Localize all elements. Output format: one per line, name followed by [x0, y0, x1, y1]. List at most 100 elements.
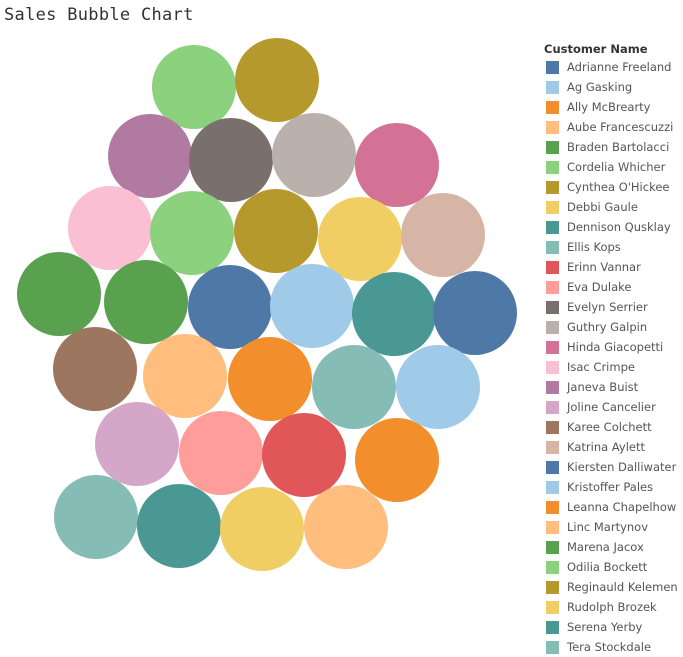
- legend-label: Katrina Aylett: [567, 440, 645, 454]
- legend-item[interactable]: Braden Bartolacci: [544, 137, 683, 157]
- bubble[interactable]: [235, 38, 319, 122]
- legend-label: Tera Stockdale: [567, 640, 652, 654]
- bubble[interactable]: [318, 197, 402, 281]
- legend-swatch: [546, 520, 559, 534]
- legend-item[interactable]: Evelyn Serrier: [544, 297, 683, 317]
- legend-item[interactable]: Guthry Galpin: [544, 317, 683, 337]
- legend-swatch: [546, 540, 559, 554]
- legend-item[interactable]: Marena Jacox: [544, 537, 683, 557]
- legend-swatch: [546, 120, 559, 134]
- bubble[interactable]: [104, 260, 188, 344]
- bubble[interactable]: [108, 114, 192, 198]
- legend-label: Odilia Bockett: [567, 560, 648, 574]
- legend-label: Serena Yerby: [567, 620, 643, 634]
- legend-item[interactable]: Isac Crimpe: [544, 357, 683, 377]
- legend-item[interactable]: Ellis Kops: [544, 237, 683, 257]
- legend-item[interactable]: Cynthea O'Hickee: [544, 177, 683, 197]
- legend-label: Evelyn Serrier: [567, 300, 648, 314]
- legend-item[interactable]: Erinn Vannar: [544, 257, 683, 277]
- legend-swatch: [546, 320, 559, 334]
- legend-item[interactable]: Karee Colchett: [544, 417, 683, 437]
- legend-label: Janeva Buist: [567, 380, 639, 394]
- legend-label: Cordelia Whicher: [567, 160, 666, 174]
- legend-item[interactable]: Aube Francescuzzi: [544, 117, 683, 137]
- legend-item[interactable]: Janeva Buist: [544, 377, 683, 397]
- legend-swatch: [546, 580, 559, 594]
- legend-item[interactable]: Serena Yerby: [544, 617, 683, 637]
- bubble[interactable]: [355, 418, 439, 502]
- bubble[interactable]: [68, 186, 152, 270]
- legend-label: Ally McBrearty: [567, 100, 651, 114]
- legend-item[interactable]: Hinda Giacopetti: [544, 337, 683, 357]
- legend-item[interactable]: Eva Dulake: [544, 277, 683, 297]
- bubble[interactable]: [150, 191, 234, 275]
- legend-item[interactable]: Ally McBrearty: [544, 97, 683, 117]
- bubble[interactable]: [396, 345, 480, 429]
- bubble[interactable]: [54, 475, 138, 559]
- legend-swatch: [546, 640, 559, 654]
- bubble[interactable]: [352, 272, 436, 356]
- bubble[interactable]: [228, 337, 312, 421]
- legend-item[interactable]: Joline Cancelier: [544, 397, 683, 417]
- legend-swatch: [546, 280, 559, 294]
- legend-swatch: [546, 300, 559, 314]
- legend-label: Eva Dulake: [567, 280, 632, 294]
- legend-item[interactable]: Linc Martynov: [544, 517, 683, 537]
- legend-item[interactable]: Cordelia Whicher: [544, 157, 683, 177]
- legend-swatch: [546, 360, 559, 374]
- bubble[interactable]: [433, 271, 517, 355]
- bubble[interactable]: [272, 113, 356, 197]
- legend-item[interactable]: Adrianne Freeland: [544, 57, 683, 77]
- bubble[interactable]: [262, 413, 346, 497]
- legend-item[interactable]: Debbi Gaule: [544, 197, 683, 217]
- legend-swatch: [546, 600, 559, 614]
- legend-swatch: [546, 200, 559, 214]
- legend-swatch: [546, 260, 559, 274]
- legend-swatch: [546, 340, 559, 354]
- legend-item[interactable]: Dennison Qusklay: [544, 217, 683, 237]
- legend-item[interactable]: Leanna Chapelhow: [544, 497, 683, 517]
- legend-swatch: [546, 380, 559, 394]
- bubble[interactable]: [179, 411, 263, 495]
- legend-item[interactable]: Tera Stockdale: [544, 637, 683, 657]
- legend-label: Aube Francescuzzi: [567, 120, 674, 134]
- chart-title: Sales Bubble Chart: [4, 5, 194, 25]
- bubble[interactable]: [312, 345, 396, 429]
- legend-swatch: [546, 220, 559, 234]
- bubble[interactable]: [137, 484, 221, 568]
- bubble[interactable]: [188, 265, 272, 349]
- legend-item[interactable]: Reginauld Kelemen: [544, 577, 683, 597]
- legend-label: Adrianne Freeland: [567, 60, 672, 74]
- legend: Customer Name Adrianne Freeland Ag Gaskin…: [544, 41, 683, 657]
- legend-item[interactable]: Kristoffer Pales: [544, 477, 683, 497]
- legend-item[interactable]: Odilia Bockett: [544, 557, 683, 577]
- legend-label: Debbi Gaule: [567, 200, 638, 214]
- legend-items: Adrianne Freeland Ag Gasking Ally McBreart…: [544, 57, 683, 657]
- legend-swatch: [546, 60, 559, 74]
- bubble[interactable]: [189, 118, 273, 202]
- legend-swatch: [546, 80, 559, 94]
- legend-swatch: [546, 440, 559, 454]
- legend-label: Hinda Giacopetti: [567, 340, 664, 354]
- legend-label: Linc Martynov: [567, 520, 649, 534]
- bubble[interactable]: [17, 252, 101, 336]
- bubble[interactable]: [152, 45, 236, 129]
- bubble[interactable]: [304, 485, 388, 569]
- legend-label: Marena Jacox: [567, 540, 644, 554]
- bubble[interactable]: [355, 123, 439, 207]
- bubble[interactable]: [401, 193, 485, 277]
- bubble[interactable]: [95, 402, 179, 486]
- legend-swatch: [546, 460, 559, 474]
- legend-item[interactable]: Katrina Aylett: [544, 437, 683, 457]
- bubble[interactable]: [234, 189, 318, 273]
- bubble[interactable]: [270, 264, 354, 348]
- legend-item[interactable]: Ag Gasking: [544, 77, 683, 97]
- legend-label: Erinn Vannar: [567, 260, 641, 274]
- legend-label: Leanna Chapelhow: [567, 500, 677, 514]
- legend-item[interactable]: Rudolph Brozek: [544, 597, 683, 617]
- bubble[interactable]: [220, 487, 304, 571]
- legend-item[interactable]: Kiersten Dalliwater: [544, 457, 683, 477]
- bubble[interactable]: [53, 327, 137, 411]
- legend-swatch: [546, 480, 559, 494]
- bubble[interactable]: [143, 334, 227, 418]
